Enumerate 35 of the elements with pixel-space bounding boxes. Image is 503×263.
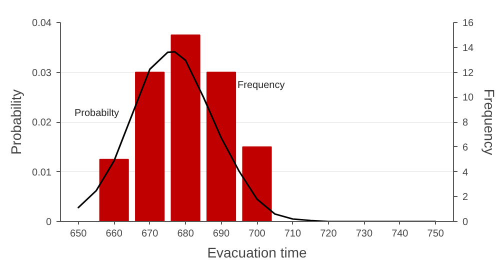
y-tick-label: 0.01 [32,167,52,178]
bar [242,146,272,222]
y2-tick-label: 16 [462,18,474,29]
y2-tick-label: 12 [462,68,474,79]
y-tick-label: 0.02 [32,118,52,128]
y2-tick-label: 2 [462,192,468,204]
x-tick-label: 690 [212,228,230,240]
x-tick-label: 720 [320,228,338,240]
y2-tick-label: 4 [462,167,468,178]
x-tick-label: 730 [356,228,373,240]
y2-tick-label: 14 [462,42,474,54]
y2-tick-label: 10 [462,92,474,104]
y2-tick-label: 6 [462,142,468,154]
x-axis-title: Evacuation time [207,244,308,260]
y-tick-label: 0.03 [32,68,52,79]
x-tick-label: 740 [392,228,409,240]
annotation: Probabilty [74,108,119,119]
y2-tick-label: 8 [462,118,468,128]
bar [99,158,129,222]
x-tick-label: 670 [141,228,159,240]
y-tick-label: 0 [46,217,52,228]
y2-tick-label: 0 [462,217,468,228]
y2-axis-title: Frequency [482,88,498,156]
bar [170,34,200,222]
y-axis-title: Probability [8,89,24,155]
y-tick-label: 0.04 [32,18,52,29]
bar [206,72,236,222]
x-tick-label: 660 [106,228,123,240]
x-tick-label: 650 [70,228,88,240]
x-tick-label: 750 [427,228,444,240]
x-tick-label: 710 [284,228,302,240]
bar [135,72,165,222]
x-tick-label: 680 [177,228,194,240]
x-tick-label: 700 [248,228,266,240]
annotation: Frequency [238,80,285,91]
